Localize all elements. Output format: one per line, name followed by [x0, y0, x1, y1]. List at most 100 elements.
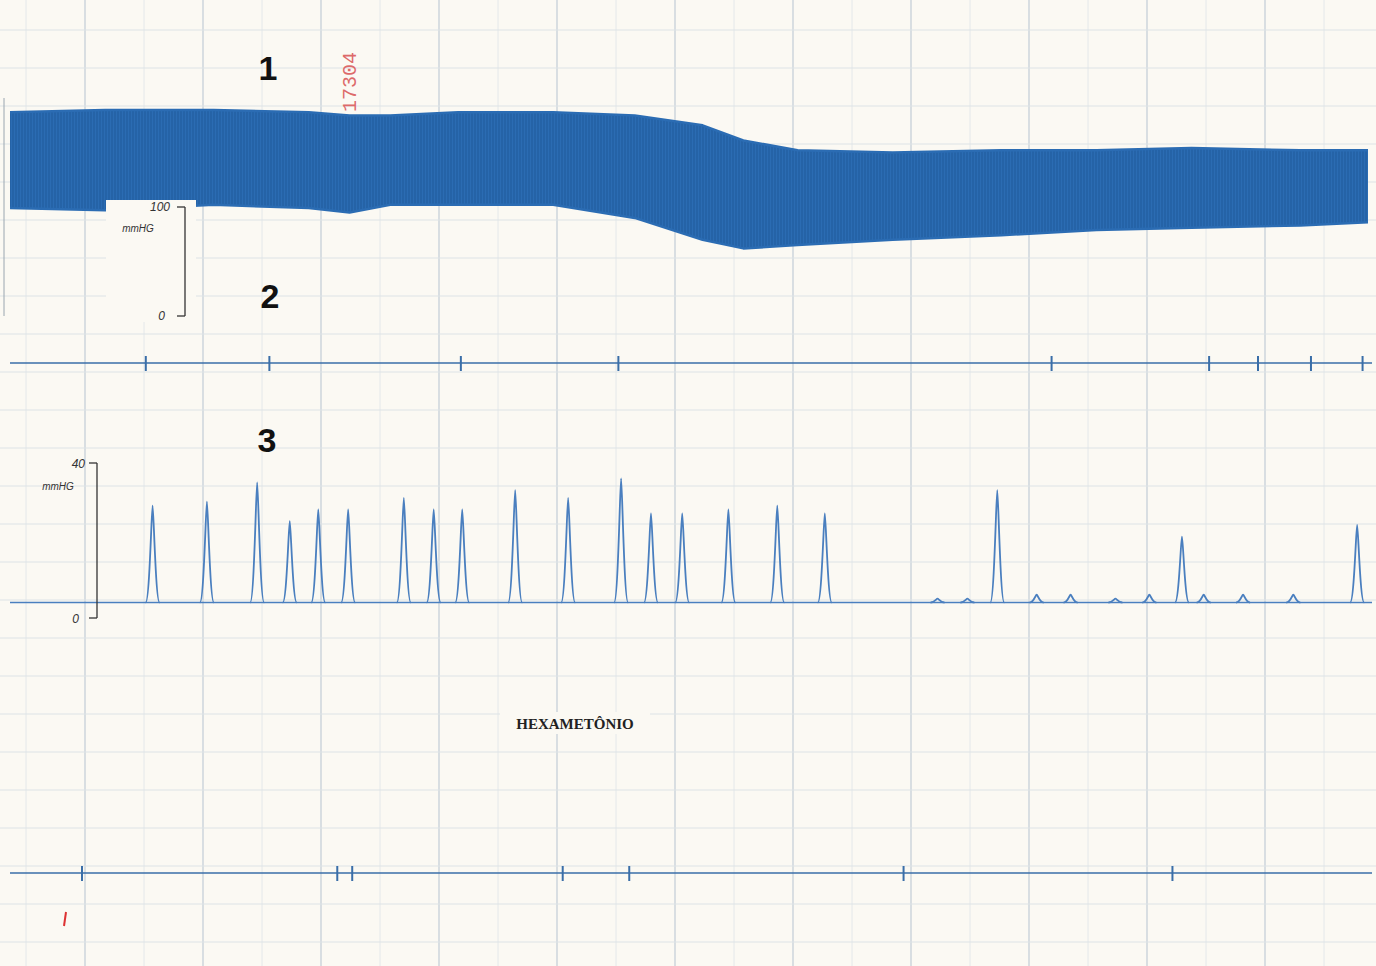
grid-minor-v: [1029, 0, 1030, 966]
trace-number: 2: [261, 277, 280, 315]
spike: [1142, 595, 1156, 603]
grid-h: [0, 904, 1376, 905]
scale-unit: mmHG: [42, 481, 74, 492]
spike: [1064, 595, 1078, 603]
scale-bar: [184, 207, 185, 316]
grid-h: [0, 334, 1376, 335]
paper-grid: [0, 0, 1376, 966]
grid-major-v: [910, 0, 911, 966]
grid-h: [0, 866, 1376, 867]
event-mark: [1362, 356, 1364, 371]
pressure-lower: [10, 205, 1368, 249]
pressure-upper: [10, 110, 1368, 153]
scale-label: 100: [150, 200, 170, 214]
scale-label: 0: [158, 309, 165, 323]
scale-label: 0: [72, 612, 79, 626]
event-mark: [617, 356, 619, 371]
scale-tick: [177, 315, 185, 316]
trace-number: 3: [258, 421, 277, 459]
spike: [341, 510, 355, 603]
grid-h: [0, 258, 1376, 259]
spike: [200, 502, 214, 603]
grid-h: [0, 106, 1376, 107]
event-mark: [1171, 866, 1173, 881]
grid-h: [0, 638, 1376, 639]
grid-h: [0, 562, 1376, 563]
grid-major-v: [1028, 0, 1029, 966]
spike: [1030, 595, 1044, 603]
grid-minor-v: [1206, 0, 1207, 966]
grid-h: [0, 372, 1376, 373]
spike: [990, 490, 1004, 602]
event-mark: [903, 866, 905, 881]
pen-mark: [64, 912, 66, 926]
event-mark: [562, 866, 564, 881]
grid-major-v: [792, 0, 793, 966]
event-mark: [1051, 356, 1053, 371]
grid-minor-v: [793, 0, 794, 966]
event-mark: [1310, 356, 1312, 371]
scale-tick: [177, 206, 185, 207]
grid-h: [0, 676, 1376, 677]
y-range-axis: [4, 98, 5, 316]
event-mark: [81, 866, 83, 881]
trace-number: 1: [259, 49, 278, 87]
spike: [1286, 595, 1300, 603]
spike: [818, 513, 832, 602]
grid-h: [0, 714, 1376, 715]
grid-minor-v: [852, 0, 853, 966]
scale-bar: [96, 463, 97, 618]
spike: [508, 490, 522, 602]
spike: [721, 510, 735, 603]
grid-h: [0, 942, 1376, 943]
event-mark: [268, 356, 270, 371]
recording-sheet: 100mmHG0117304240mmHG03HEXAMETÔNIO: [0, 0, 1376, 966]
spike-baseline: [10, 602, 1372, 604]
grid-h: [0, 410, 1376, 411]
scale-tick: [89, 462, 97, 463]
grid-minor-v: [1265, 0, 1266, 966]
spike: [614, 479, 628, 603]
spike: [675, 513, 689, 602]
drug-annotation: HEXAMETÔNIO: [516, 716, 634, 732]
spike: [1197, 595, 1211, 603]
scale-unit: mmHG: [122, 223, 154, 234]
scale-label: 40: [72, 457, 86, 471]
grid-h: [0, 790, 1376, 791]
event-mark: [351, 866, 353, 881]
grid-major-v: [1264, 0, 1265, 966]
paper: [0, 0, 1376, 966]
spike: [455, 510, 469, 603]
spike: [250, 482, 264, 602]
grid-minor-v: [1147, 0, 1148, 966]
spike: [770, 506, 784, 603]
event-mark: [336, 866, 338, 881]
grid-minor-v: [970, 0, 971, 966]
spike: [1175, 537, 1189, 603]
spike: [960, 599, 974, 603]
event-mark: [628, 866, 630, 881]
pressure-band-fill: [10, 110, 1368, 248]
spike: [931, 599, 945, 603]
grid-minor-v: [911, 0, 912, 966]
annotation-ground: [500, 712, 650, 734]
grid-h: [0, 68, 1376, 69]
grid-h: [0, 448, 1376, 449]
spike: [1350, 525, 1364, 603]
event-baseline: [10, 872, 1372, 873]
grid-minor-v: [1088, 0, 1089, 966]
spike: [561, 498, 575, 603]
spike: [644, 513, 658, 602]
grid-major-v: [1146, 0, 1147, 966]
event-mark: [145, 356, 147, 371]
spike: [311, 510, 325, 603]
event-mark: [1208, 356, 1210, 371]
spike: [1108, 599, 1122, 603]
event-mark: [460, 356, 462, 371]
band-group: [10, 110, 1368, 248]
grid-h: [0, 752, 1376, 753]
spike: [283, 521, 297, 602]
event-mark: [1257, 356, 1259, 371]
grid-h: [0, 296, 1376, 297]
grid-h: [0, 30, 1376, 31]
